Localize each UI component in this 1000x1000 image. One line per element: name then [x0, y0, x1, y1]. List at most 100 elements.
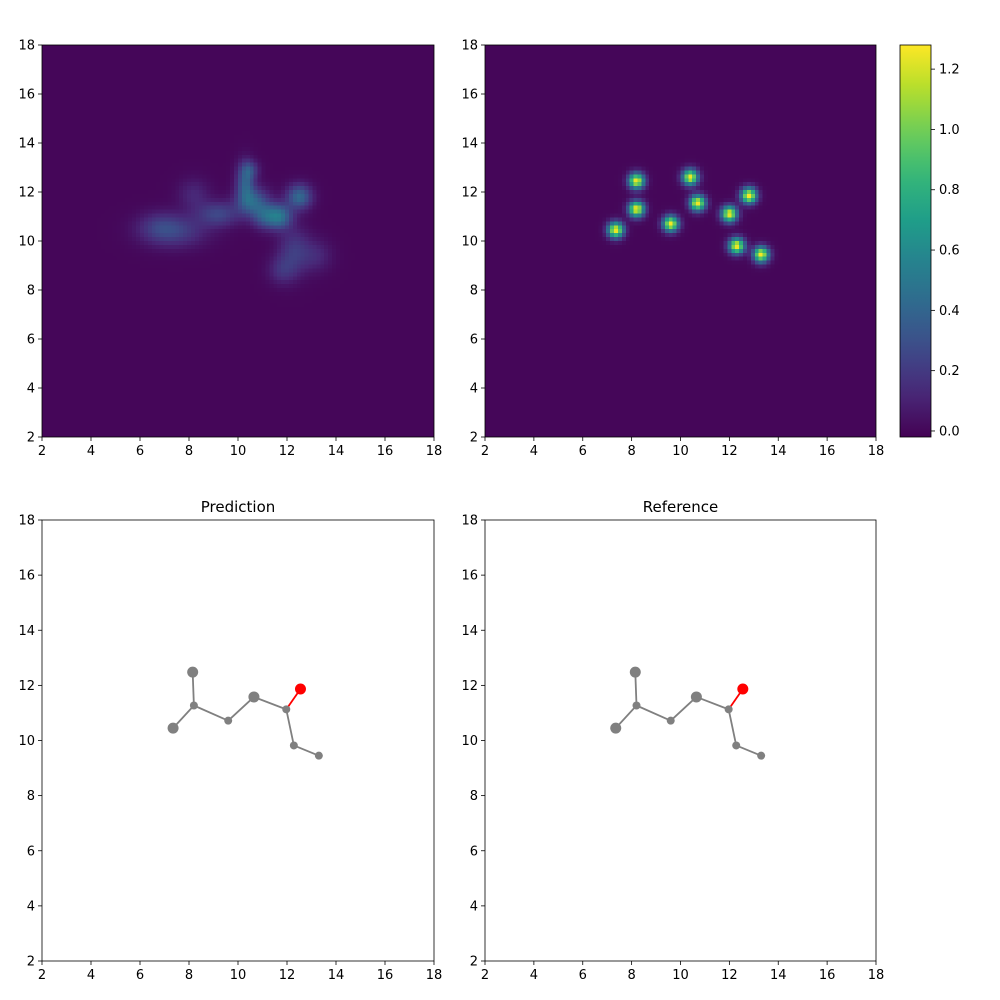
- prediction-x-tick-label: 8: [185, 968, 193, 983]
- reference-density-x-tick-label: 16: [819, 444, 836, 459]
- prediction-bond: [253, 696, 287, 711]
- prediction-x-tick-label: 14: [328, 968, 345, 983]
- reference-x-tick-label: 18: [868, 968, 885, 983]
- predicted-x-tick-label: 2: [38, 444, 46, 459]
- reference-atom: [732, 741, 741, 750]
- reference-density-y-tick-label: 14: [461, 137, 478, 152]
- reference-x-tick-label: 2: [481, 968, 489, 983]
- reference-density-y-tick-label: 6: [470, 333, 478, 348]
- reference-bond: [696, 696, 729, 711]
- prediction-x-tick-label: 18: [426, 968, 443, 983]
- prediction-bond: [191, 672, 195, 706]
- colorbar-tick-label: 0.6: [939, 244, 960, 259]
- reference-density-y-tick-label: 8: [470, 284, 478, 299]
- colorbar-tick-label: 0.4: [939, 304, 960, 319]
- prediction-x-tick-label: 4: [87, 968, 95, 983]
- reference-atom: [757, 751, 766, 760]
- reference-x-tick-label: 6: [579, 968, 587, 983]
- predicted-y-tick-label: 12: [18, 186, 35, 201]
- reference-density-frame: [484, 44, 877, 438]
- reference-y-tick-label: 2: [470, 955, 478, 970]
- predicted-x-tick-label: 12: [279, 444, 296, 459]
- predicted-y-tick-label: 16: [18, 88, 35, 103]
- reference-atom: [690, 691, 702, 703]
- prediction-y-tick-label: 18: [18, 514, 35, 529]
- reference-density-x-tick-label: 4: [530, 444, 538, 459]
- reference-x-tick-label: 10: [672, 968, 689, 983]
- prediction-title: Prediction: [201, 498, 276, 516]
- reference-x-tick-label: 8: [627, 968, 635, 983]
- reference-density-y-tick-label: 2: [470, 431, 478, 446]
- reference-atom: [666, 716, 675, 725]
- reference-atom: [737, 683, 749, 695]
- predicted-y-tick-label: 4: [27, 382, 35, 397]
- reference-atom: [610, 722, 622, 734]
- predicted-x-tick-label: 6: [136, 444, 144, 459]
- reference-atom: [632, 701, 641, 710]
- prediction-y-tick-label: 10: [18, 734, 35, 749]
- colorbar-tick-label: 0.2: [939, 364, 960, 379]
- reference-bond: [735, 744, 762, 757]
- reference-density-x-tick-label: 14: [770, 444, 787, 459]
- reference-x-tick-label: 12: [721, 968, 738, 983]
- colorbar-tick-label: 0.0: [939, 424, 960, 439]
- reference-y-tick-label: 6: [470, 844, 478, 859]
- reference-y-tick-label: 18: [461, 514, 478, 529]
- reference-density-y-tick-label: 12: [461, 186, 478, 201]
- prediction-x-tick-label: 2: [38, 968, 46, 983]
- colorbar-tick-label: 1.2: [939, 63, 960, 78]
- reference-y-tick-label: 8: [470, 789, 478, 804]
- prediction-frame: [41, 519, 435, 962]
- prediction-x-tick-label: 12: [279, 968, 296, 983]
- colorbar-tick-label: 0.8: [939, 183, 960, 198]
- reference-title: Reference: [643, 498, 719, 516]
- reference-density-y-tick-label: 18: [461, 39, 478, 54]
- predicted-y-tick-label: 8: [27, 284, 35, 299]
- predicted-x-tick-label: 10: [230, 444, 247, 459]
- prediction-atom: [289, 741, 298, 750]
- reference-bond: [634, 672, 638, 706]
- reference-bond: [727, 709, 738, 746]
- reference-x-tick-label: 14: [770, 968, 787, 983]
- predicted-x-tick-label: 18: [426, 444, 443, 459]
- prediction-y-tick-label: 16: [18, 569, 35, 584]
- prediction-x-tick-label: 10: [230, 968, 247, 983]
- predicted-y-tick-label: 6: [27, 333, 35, 348]
- reference-molecule-panel: Reference 2 4 6 8 10 12 14 16 18 2 4 6 8 10 12 14 16 18: [461, 498, 884, 983]
- predicted-x-tick-label: 8: [185, 444, 193, 459]
- prediction-y-tick-label: 6: [27, 844, 35, 859]
- prediction-bond: [293, 744, 320, 757]
- reference-bond: [670, 696, 697, 722]
- reference-y-tick-label: 12: [461, 679, 478, 694]
- reference-y-tick-label: 16: [461, 569, 478, 584]
- colorbar: 0.0 0.2 0.4 0.6 0.8 1.0 1.2: [899, 44, 960, 439]
- reference-x-tick-label: 4: [530, 968, 538, 983]
- reference-density-x-tick-label: 6: [579, 444, 587, 459]
- prediction-atom: [224, 716, 233, 725]
- reference-x-tick-label: 16: [819, 968, 836, 983]
- reference-density-x-tick-label: 12: [721, 444, 738, 459]
- reference-density-x-tick-label: 10: [672, 444, 689, 459]
- predicted-frame: [41, 44, 435, 438]
- predicted-x-tick-label: 16: [377, 444, 394, 459]
- reference-density-density-map: [485, 45, 876, 437]
- colorbar-frame: [899, 44, 932, 438]
- reference-density-x-tick-label: 18: [868, 444, 885, 459]
- reference-density-x-tick-label: 8: [627, 444, 635, 459]
- reference-heatmap-panel: 2 4 6 8 10 12 14 16 18 2 4 6 8 10 12 14 16 18: [461, 39, 884, 460]
- prediction-molecule-panel: Prediction 2 4 6 8 10 12 14 16 18 2 4 6 8 10 12 14 16 18: [18, 498, 442, 983]
- reference-y-tick-label: 14: [461, 624, 478, 639]
- prediction-atom: [189, 701, 198, 710]
- reference-density-y-tick-label: 4: [470, 382, 478, 397]
- prediction-y-tick-label: 14: [18, 624, 35, 639]
- prediction-atom: [187, 666, 199, 678]
- reference-frame: [484, 519, 877, 962]
- predicted-y-tick-label: 10: [18, 235, 35, 250]
- predicted-x-tick-label: 4: [87, 444, 95, 459]
- predicted-y-tick-label: 14: [18, 137, 35, 152]
- predicted-density-map: [42, 45, 434, 437]
- prediction-y-tick-label: 4: [27, 899, 35, 914]
- predicted-heatmap-panel: 2 4 6 8 10 12 14 16 18 2 4 6 8 10 12 14 16 18: [18, 39, 442, 460]
- reference-atom: [629, 666, 641, 678]
